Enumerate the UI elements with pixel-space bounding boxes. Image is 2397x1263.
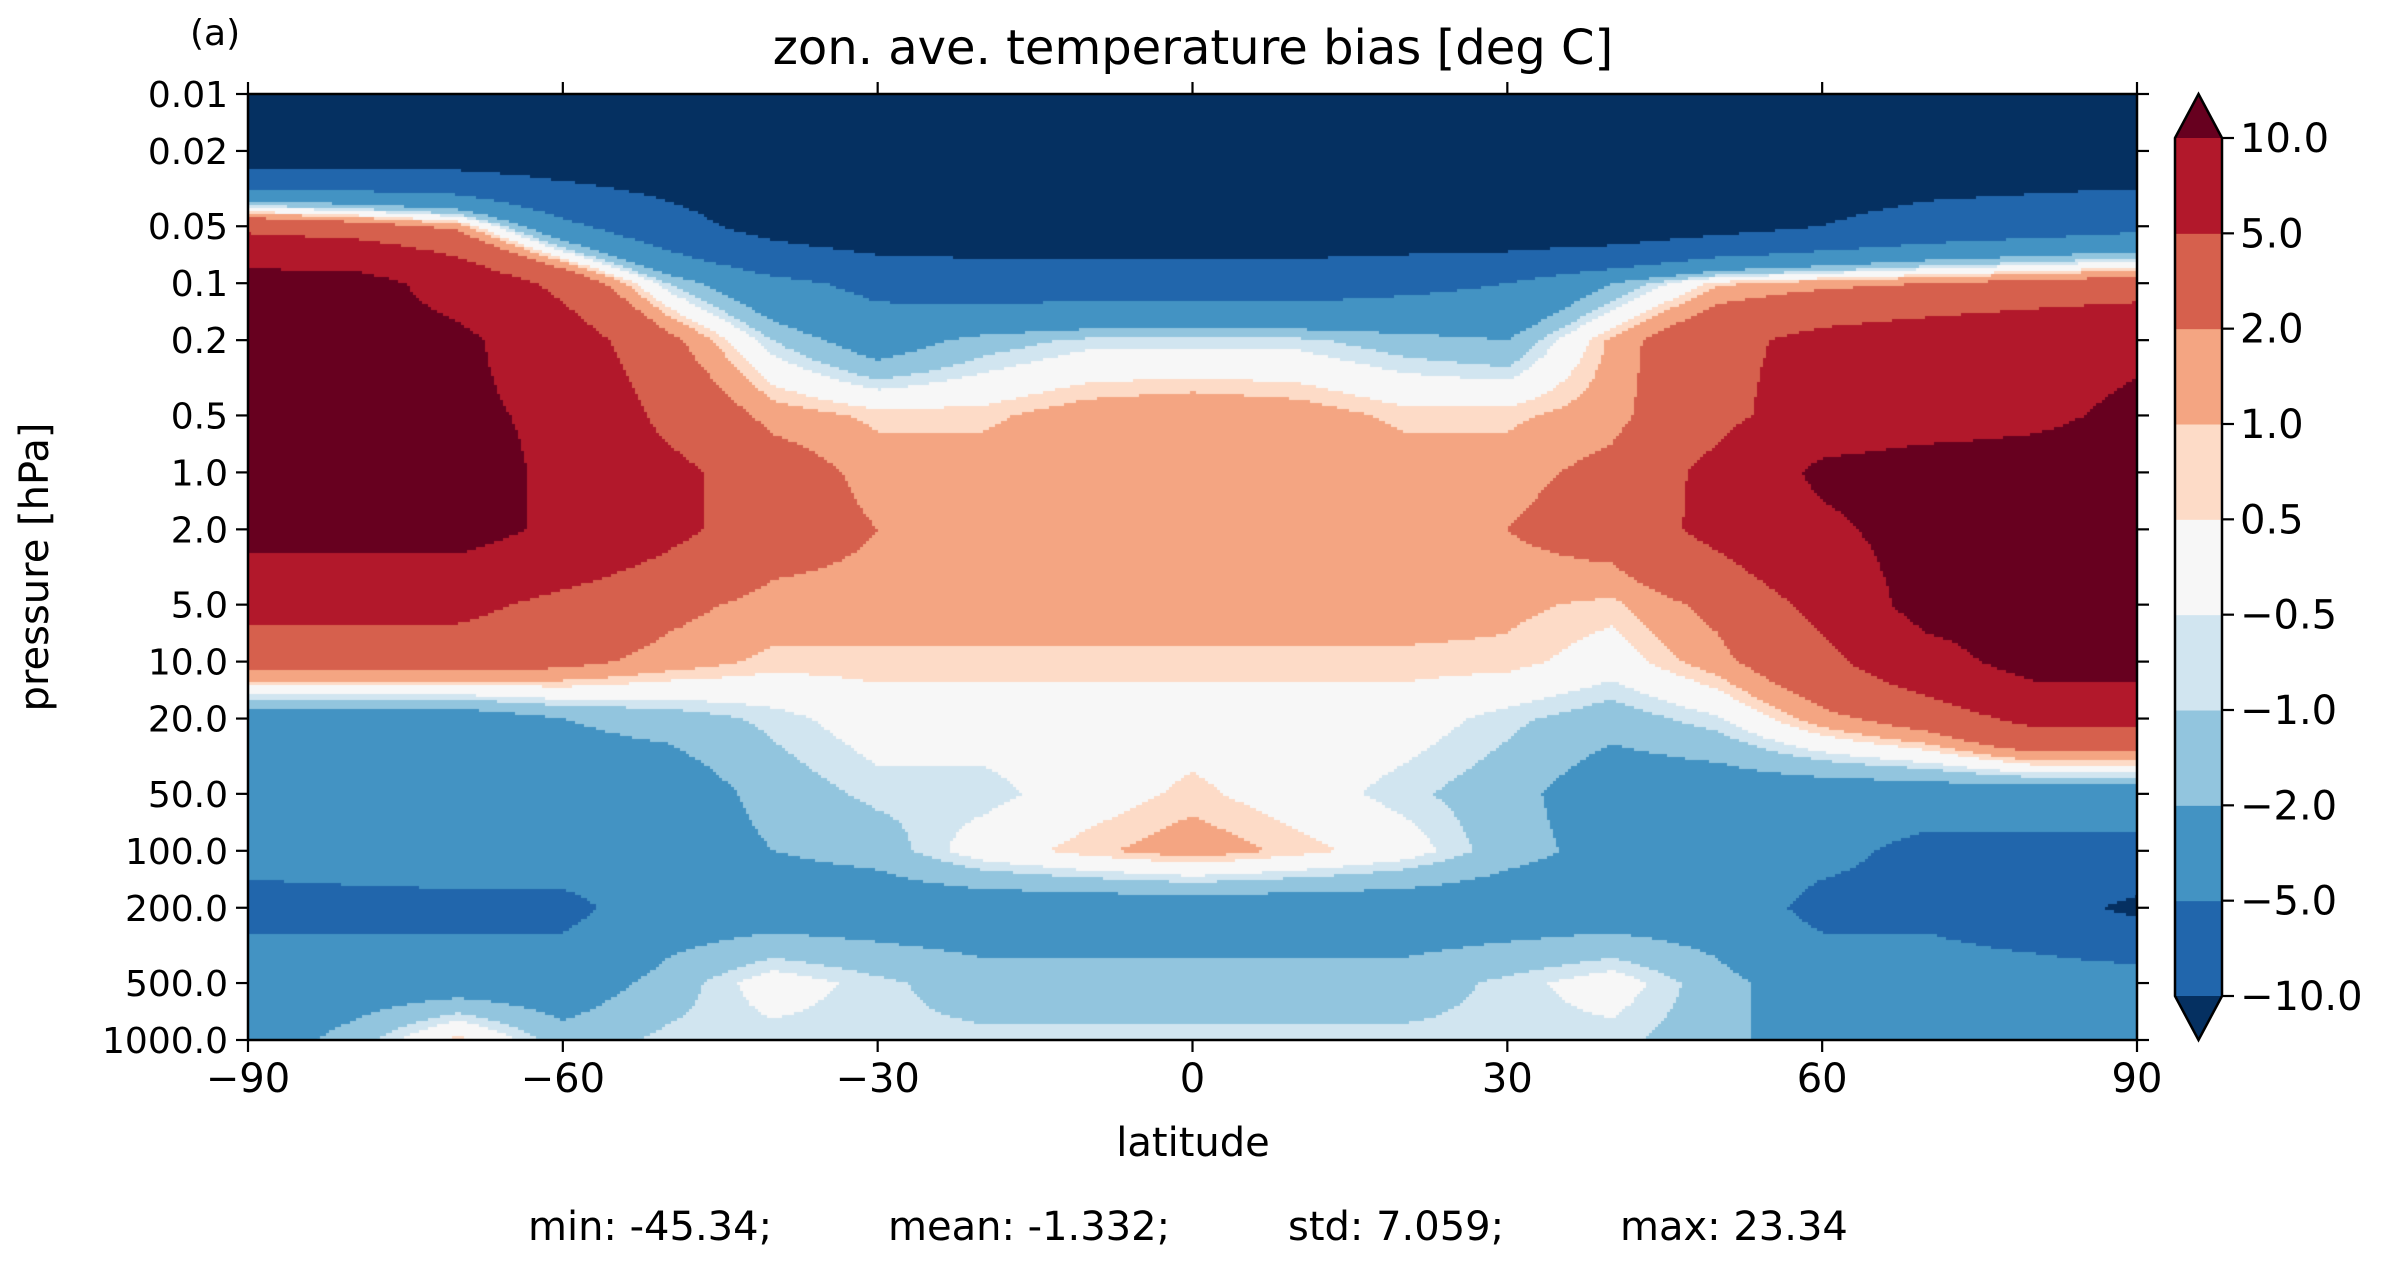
- x-tick-label: −90: [206, 1056, 290, 1102]
- panel-label: (a): [190, 13, 240, 54]
- colorbar-segment: [2175, 614, 2222, 711]
- y-tick-label: 0.5: [171, 396, 228, 437]
- colorbar-segment: [2175, 328, 2222, 425]
- y-axis: 0.01 0.02 0.05 0.1 0.2 0.5 1.0 2.0 5.0 10.0 20.0 50…: [102, 75, 2149, 1062]
- colorbar-tick-label: −5.0: [2240, 879, 2337, 925]
- y-tick-label: 500.0: [125, 964, 228, 1005]
- x-tick-label: −60: [521, 1056, 605, 1102]
- stat-min: min: -45.34;: [528, 1204, 772, 1250]
- y-tick-label: 1000.0: [102, 1021, 228, 1062]
- colorbar-tick-label: 1.0: [2240, 402, 2304, 448]
- plot-area: [246, 92, 2139, 1042]
- colorbar-segment: [2175, 233, 2222, 330]
- chart-title: zon. ave. temperature bias [deg C]: [773, 20, 1614, 76]
- colorbar-tick-label: 10.0: [2240, 116, 2329, 162]
- x-tick-label: 30: [1482, 1056, 1533, 1102]
- y-tick-label: 100.0: [125, 832, 228, 873]
- colorbar-tick-label: −10.0: [2240, 974, 2363, 1020]
- stat-std: std: 7.059;: [1288, 1204, 1504, 1250]
- colorbar-segment: [2175, 805, 2222, 902]
- y-tick-label: 20.0: [148, 700, 228, 741]
- colorbar: −10.0 −5.0 −2.0 −1.0 −0.5 0.5 1.0 2.0 5.0 10.0: [2173, 91, 2363, 1043]
- y-tick-label: 50.0: [148, 775, 228, 816]
- colorbar-segment: [2175, 710, 2222, 806]
- x-tick-label: −30: [835, 1056, 919, 1102]
- y-tick-label: 5.0: [171, 586, 228, 627]
- colorbar-tick-label: 5.0: [2240, 211, 2304, 257]
- x-tick-label: 90: [2112, 1056, 2163, 1102]
- y-tick-label: 1.0: [171, 453, 228, 494]
- colorbar-tick-label: 0.5: [2240, 497, 2304, 543]
- stats-line: min: -45.34; mean: -1.332; std: 7.059; m…: [528, 1204, 1848, 1250]
- y-tick-label: 0.05: [148, 207, 228, 248]
- colorbar-segment: [2175, 900, 2222, 997]
- x-tick-label: 60: [1797, 1056, 1848, 1102]
- x-axis: −90 −60 −30 0 30 60 90: [206, 82, 2163, 1102]
- colorbar-segment: [2175, 519, 2222, 616]
- y-axis-label: pressure [hPa]: [12, 423, 58, 712]
- colorbar-tick-label: 2.0: [2240, 307, 2304, 353]
- colorbar-extend-top: [2175, 94, 2222, 138]
- x-tick-label: 0: [1180, 1056, 1205, 1102]
- y-tick-label: 2.0: [171, 510, 228, 551]
- colorbar-tick-label: −1.0: [2240, 688, 2337, 734]
- x-axis-label: latitude: [1116, 1120, 1269, 1166]
- colorbar-extend-bottom: [2175, 996, 2222, 1040]
- y-tick-label: 200.0: [125, 889, 228, 930]
- colorbar-segment: [2175, 424, 2222, 520]
- y-tick-label: 10.0: [148, 643, 228, 684]
- y-tick-label: 0.2: [171, 321, 228, 362]
- colorbar-segment: [2175, 138, 2222, 234]
- y-tick-label: 0.01: [148, 75, 228, 116]
- stat-max: max: 23.34: [1620, 1204, 1848, 1250]
- colorbar-tick-label: −0.5: [2240, 593, 2337, 639]
- heatmap-canvas: [248, 94, 2137, 1040]
- colorbar-tick-label: −2.0: [2240, 783, 2337, 829]
- stat-mean: mean: -1.332;: [888, 1204, 1170, 1250]
- y-tick-label: 0.02: [148, 132, 228, 173]
- y-tick-label: 0.1: [171, 264, 228, 305]
